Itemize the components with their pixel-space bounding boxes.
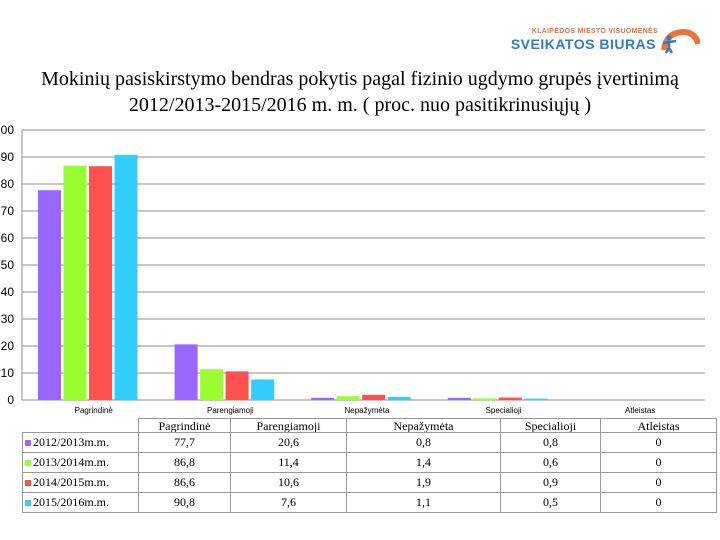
table-cell: 1,4 — [346, 452, 501, 473]
bar — [473, 398, 497, 400]
row-label: 2013/2014m.m. — [33, 455, 110, 469]
table-row: 2014/2015m.m. 86,6 10,6 1,9 0,9 0 — [22, 472, 717, 493]
table-row: 2015/2016m.m. 90,8 7,6 1,1 0,5 0 — [22, 492, 717, 513]
x-category-label: Atleistas — [625, 406, 655, 415]
logo-line-2: SVEIKATOS BIURAS — [510, 36, 656, 52]
bar — [387, 397, 411, 400]
table-cell: 7,6 — [230, 492, 347, 513]
table-cell: 77,7 — [138, 432, 231, 453]
logo-figure-icon — [661, 28, 700, 54]
bar — [174, 344, 198, 400]
y-tick-label: 0 — [7, 393, 14, 407]
bar — [336, 396, 360, 400]
y-tick-label: 80 — [1, 177, 15, 191]
table-header: Nepažymėta — [346, 418, 501, 433]
table-row: 2012/2013m.m. 77,7 20,6 0,8 0,8 0 — [22, 432, 717, 453]
bar — [225, 371, 249, 400]
table-cell: 0,8 — [500, 432, 601, 453]
y-tick-label: 100 — [0, 123, 14, 137]
table-cell: 0 — [600, 492, 717, 513]
row-label: 2014/2015m.m. — [33, 475, 110, 489]
bar — [114, 154, 138, 400]
table-cell: 0 — [600, 452, 717, 473]
bar-chart: 0 10 20 30 40 50 60 70 80 90 100 Pagrindinė Parengi… — [0, 123, 705, 415]
logo: KLAIPĖDOS MIESTO VISUOMENĖS SVEIKATOS BI… — [500, 28, 700, 58]
table-cell: 0,9 — [500, 472, 601, 493]
x-category-label: Pagrindinė — [75, 406, 114, 415]
table-cell: 1,1 — [346, 492, 501, 513]
y-tick-label: 20 — [1, 339, 15, 353]
bar — [311, 397, 335, 400]
table-cell: 86,8 — [138, 452, 231, 473]
table-cell: 0,6 — [500, 452, 601, 473]
y-tick-label: 30 — [1, 312, 15, 326]
table-header: Specialioji — [500, 418, 601, 433]
bar — [447, 397, 471, 400]
x-category-label: Parengiamoji — [207, 406, 254, 415]
row-label: 2012/2013m.m. — [33, 435, 110, 449]
table-cell: 1,9 — [346, 472, 501, 493]
table-cell: 11,4 — [230, 452, 347, 473]
x-category-label: Specialioji — [486, 406, 522, 415]
y-tick-label: 90 — [1, 150, 15, 164]
legend-swatch — [25, 480, 31, 487]
table-header: Atleistas — [600, 418, 717, 433]
bar — [38, 190, 61, 400]
y-tick-label: 50 — [1, 258, 15, 272]
y-tick-label: 60 — [1, 231, 15, 245]
bar — [498, 397, 522, 400]
table-header: Pagrindinė — [138, 418, 231, 433]
table-cell: 0 — [600, 472, 717, 493]
row-label: 2015/2016m.m. — [33, 495, 110, 509]
x-category-label: Nepažymėta — [344, 406, 389, 415]
table-cell: 90,8 — [138, 492, 231, 513]
x-axis-categories: Pagrindinė Parengiamoji Nepažymėta Speciali… — [75, 406, 656, 415]
bar — [524, 398, 548, 400]
table-header: Parengiamoji — [230, 418, 347, 433]
data-table: Pagrindinė Parengiamoji Nepažymėta Speci… — [22, 418, 717, 513]
logo-line-1: KLAIPĖDOS MIESTO VISUOMENĖS — [531, 28, 658, 35]
y-axis: 0 10 20 30 40 50 60 70 80 90 100 — [0, 123, 23, 407]
bar — [63, 165, 87, 400]
table-cell: 0 — [600, 432, 717, 453]
y-tick-label: 70 — [1, 204, 15, 218]
bar — [362, 394, 386, 400]
bar — [200, 369, 224, 400]
bar — [251, 379, 275, 400]
y-tick-label: 10 — [1, 366, 15, 380]
table-cell: 0,8 — [346, 432, 501, 453]
bars — [38, 154, 548, 400]
legend-swatch — [25, 460, 31, 467]
bar — [89, 166, 112, 400]
table-cell: 20,6 — [230, 432, 347, 453]
y-tick-label: 40 — [1, 285, 15, 299]
table-cell: 0,5 — [500, 492, 601, 513]
table-cell: 10,6 — [230, 472, 347, 493]
chart-title: Mokinių pasiskirstymo bendras pokytis pa… — [41, 68, 679, 116]
table-cell: 86,6 — [138, 472, 231, 493]
table-header-row: Pagrindinė Parengiamoji Nepažymėta Speci… — [23, 418, 717, 433]
legend-swatch — [25, 500, 31, 507]
table-row: 2013/2014m.m. 86,8 11,4 1,4 0,6 0 — [22, 452, 717, 473]
legend-swatch — [25, 440, 31, 447]
